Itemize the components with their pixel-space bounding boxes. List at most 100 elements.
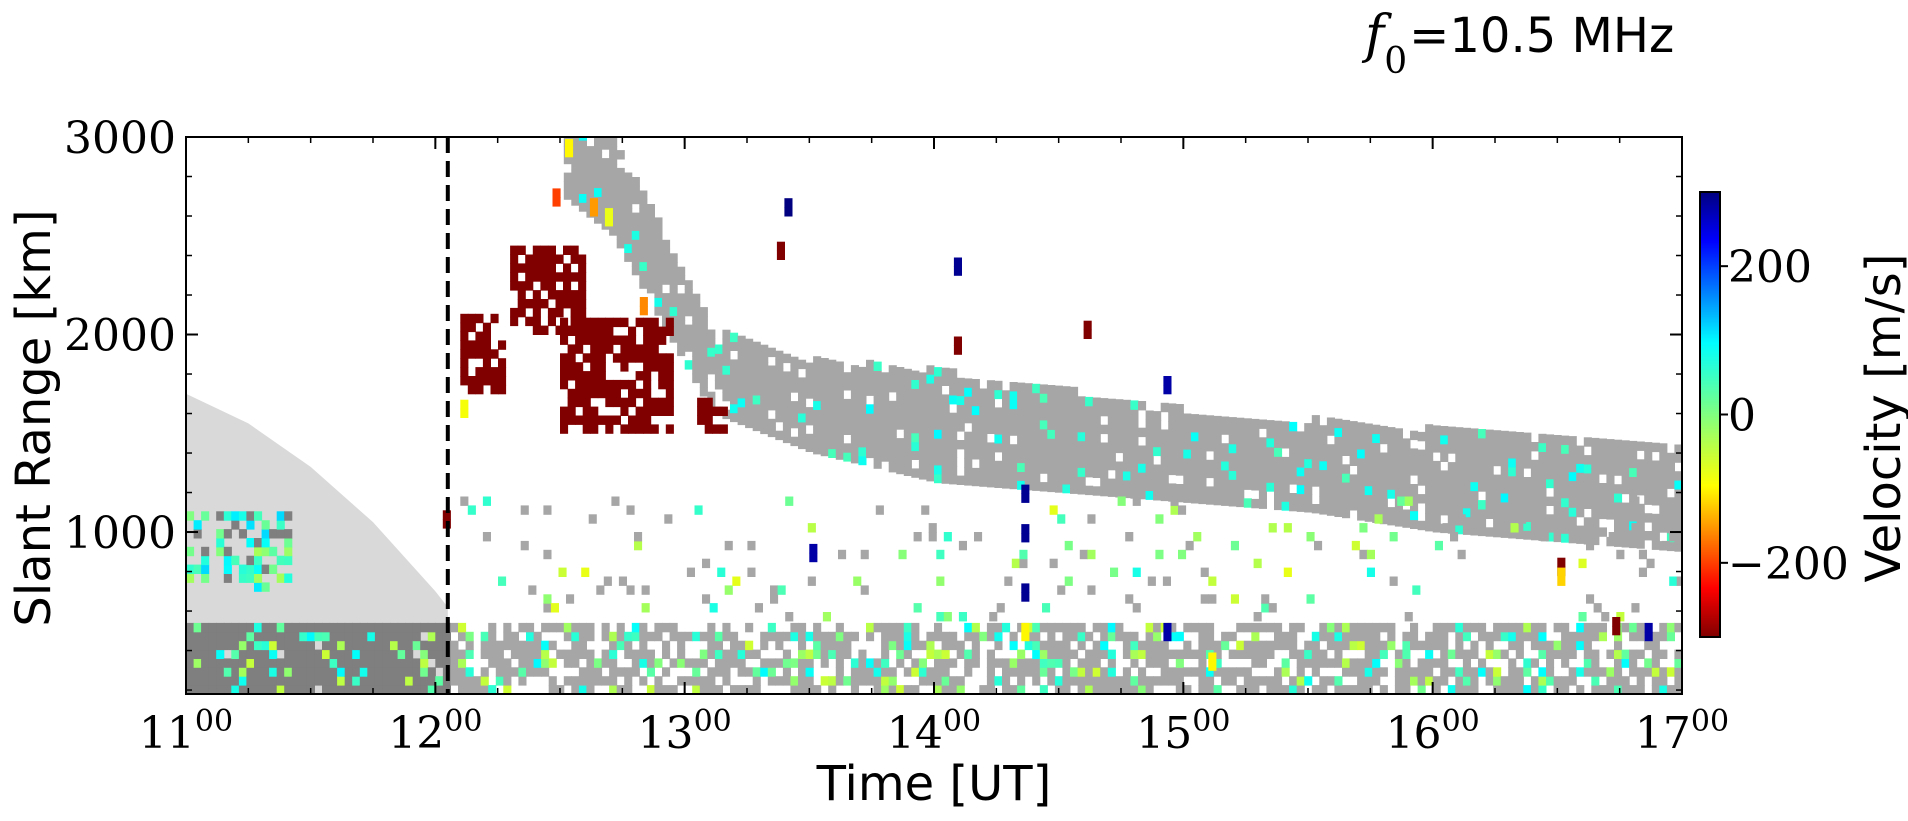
ground-scatter-cell bbox=[858, 420, 867, 430]
ground-scatter-cell bbox=[450, 658, 459, 668]
ground-scatter-cell bbox=[1629, 458, 1638, 469]
ground-scatter-cell bbox=[1394, 428, 1403, 438]
scatter-cell bbox=[709, 603, 718, 613]
colorbar bbox=[1699, 191, 1721, 638]
scatter-cell bbox=[1261, 603, 1270, 613]
ground-scatter-cell bbox=[926, 383, 935, 393]
ground-scatter-cell bbox=[964, 631, 973, 642]
ground-scatter-cell bbox=[775, 658, 784, 668]
ground-scatter-cell bbox=[850, 685, 859, 694]
ground-scatter-cell bbox=[631, 257, 640, 267]
ground-scatter-cell bbox=[843, 372, 852, 382]
ground-scatter-cell bbox=[850, 436, 859, 446]
ground-scatter-cell bbox=[1591, 517, 1600, 528]
ground-scatter-cell bbox=[488, 640, 497, 651]
scatter-cell bbox=[427, 631, 436, 642]
ground-scatter-cell bbox=[1002, 452, 1011, 462]
ground-scatter-cell bbox=[949, 412, 958, 423]
ground-scatter-cell bbox=[1334, 649, 1343, 659]
ground-scatter-cell bbox=[798, 439, 807, 450]
scatter-cell bbox=[1122, 471, 1131, 481]
ground-scatter-cell bbox=[269, 622, 278, 633]
scatter-cell bbox=[420, 649, 429, 659]
ground-scatter-cell bbox=[684, 280, 693, 290]
ground-scatter-cell bbox=[1485, 500, 1494, 511]
ground-scatter-cell bbox=[760, 424, 769, 435]
ionospheric-scatter-cell bbox=[628, 344, 637, 354]
ground-scatter-cell bbox=[571, 622, 580, 633]
ground-scatter-cell bbox=[1379, 497, 1388, 507]
ground-scatter-cell bbox=[1530, 640, 1539, 651]
scatter-cell bbox=[1561, 533, 1570, 543]
ground-scatter-cell bbox=[1669, 532, 1678, 542]
ground-scatter-cell bbox=[563, 154, 572, 165]
scatter-cell bbox=[397, 649, 406, 659]
ground-scatter-cell bbox=[1342, 631, 1351, 642]
scatter-cell bbox=[246, 573, 255, 583]
ground-scatter-cell bbox=[752, 649, 761, 659]
ground-scatter-cell bbox=[835, 370, 844, 380]
ground-scatter-cell bbox=[1478, 631, 1487, 642]
ground-scatter-cell bbox=[1236, 471, 1245, 481]
ground-scatter-cell bbox=[828, 640, 837, 651]
ground-scatter-cell bbox=[1530, 513, 1539, 523]
ground-scatter-cell bbox=[1032, 463, 1041, 474]
ground-scatter-cell bbox=[631, 649, 640, 659]
ground-scatter-cell bbox=[616, 667, 625, 677]
ground-scatter-cell bbox=[730, 394, 739, 405]
ground-scatter-cell bbox=[616, 685, 625, 694]
ground-scatter-cell bbox=[616, 167, 625, 178]
ionospheric-scatter-cell bbox=[635, 353, 644, 363]
scatter-cell bbox=[843, 676, 852, 686]
ground-scatter-cell bbox=[1389, 576, 1398, 586]
ground-scatter-cell bbox=[1659, 505, 1668, 515]
ground-scatter-cell bbox=[1047, 385, 1056, 395]
ground-scatter-cell bbox=[571, 685, 580, 694]
ground-scatter-cell bbox=[934, 411, 943, 421]
ground-scatter-cell bbox=[1281, 465, 1290, 476]
ground-scatter-cell bbox=[798, 377, 807, 387]
ground-scatter-cell bbox=[1364, 494, 1373, 504]
ionospheric-scatter-cell bbox=[575, 388, 584, 399]
scatter-cell bbox=[550, 603, 559, 613]
ground-scatter-cell bbox=[994, 416, 1003, 426]
scatter-cell bbox=[790, 676, 799, 686]
ground-scatter-cell bbox=[526, 640, 535, 651]
ground-scatter-cell bbox=[1261, 594, 1270, 604]
ground-scatter-cell bbox=[1198, 423, 1207, 433]
ground-scatter-cell bbox=[1107, 676, 1116, 686]
scatter-cell bbox=[828, 448, 837, 458]
ground-scatter-cell bbox=[850, 400, 859, 411]
ground-scatter-cell bbox=[586, 622, 595, 633]
scatter-cell bbox=[284, 546, 293, 557]
ground-scatter-cell bbox=[571, 196, 580, 206]
ground-scatter-cell bbox=[201, 631, 210, 642]
ground-scatter-cell bbox=[1638, 567, 1647, 577]
ground-scatter-cell bbox=[1606, 474, 1615, 485]
ground-scatter-cell bbox=[782, 415, 791, 426]
ground-scatter-cell bbox=[1417, 458, 1426, 468]
ground-scatter-cell bbox=[1100, 622, 1109, 633]
ground-scatter-cell bbox=[1062, 430, 1071, 440]
ground-scatter-cell bbox=[1107, 460, 1116, 471]
ground-scatter-cell bbox=[903, 431, 912, 441]
ground-scatter-cell bbox=[1160, 649, 1169, 659]
ground-scatter-cell bbox=[1447, 435, 1456, 445]
scatter-cell bbox=[1110, 567, 1119, 577]
ground-scatter-cell bbox=[1485, 509, 1494, 519]
ground-scatter-cell bbox=[881, 372, 890, 382]
scatter-cell bbox=[1042, 603, 1051, 613]
scatter-cell bbox=[1011, 558, 1020, 569]
ground-scatter-cell bbox=[1606, 649, 1615, 659]
scatter-cell bbox=[1268, 523, 1277, 533]
ground-scatter-cell bbox=[1538, 504, 1547, 515]
ground-scatter-cell bbox=[1251, 685, 1260, 694]
ground-scatter-cell bbox=[1115, 631, 1124, 642]
ground-scatter-cell bbox=[684, 342, 693, 352]
ionospheric-scatter-cell bbox=[605, 388, 614, 399]
scatter-cell bbox=[458, 622, 467, 633]
ground-scatter-cell bbox=[1160, 465, 1169, 475]
scatter-cell bbox=[964, 649, 973, 659]
ground-scatter-cell bbox=[216, 667, 225, 677]
scatter-cell bbox=[677, 658, 686, 668]
